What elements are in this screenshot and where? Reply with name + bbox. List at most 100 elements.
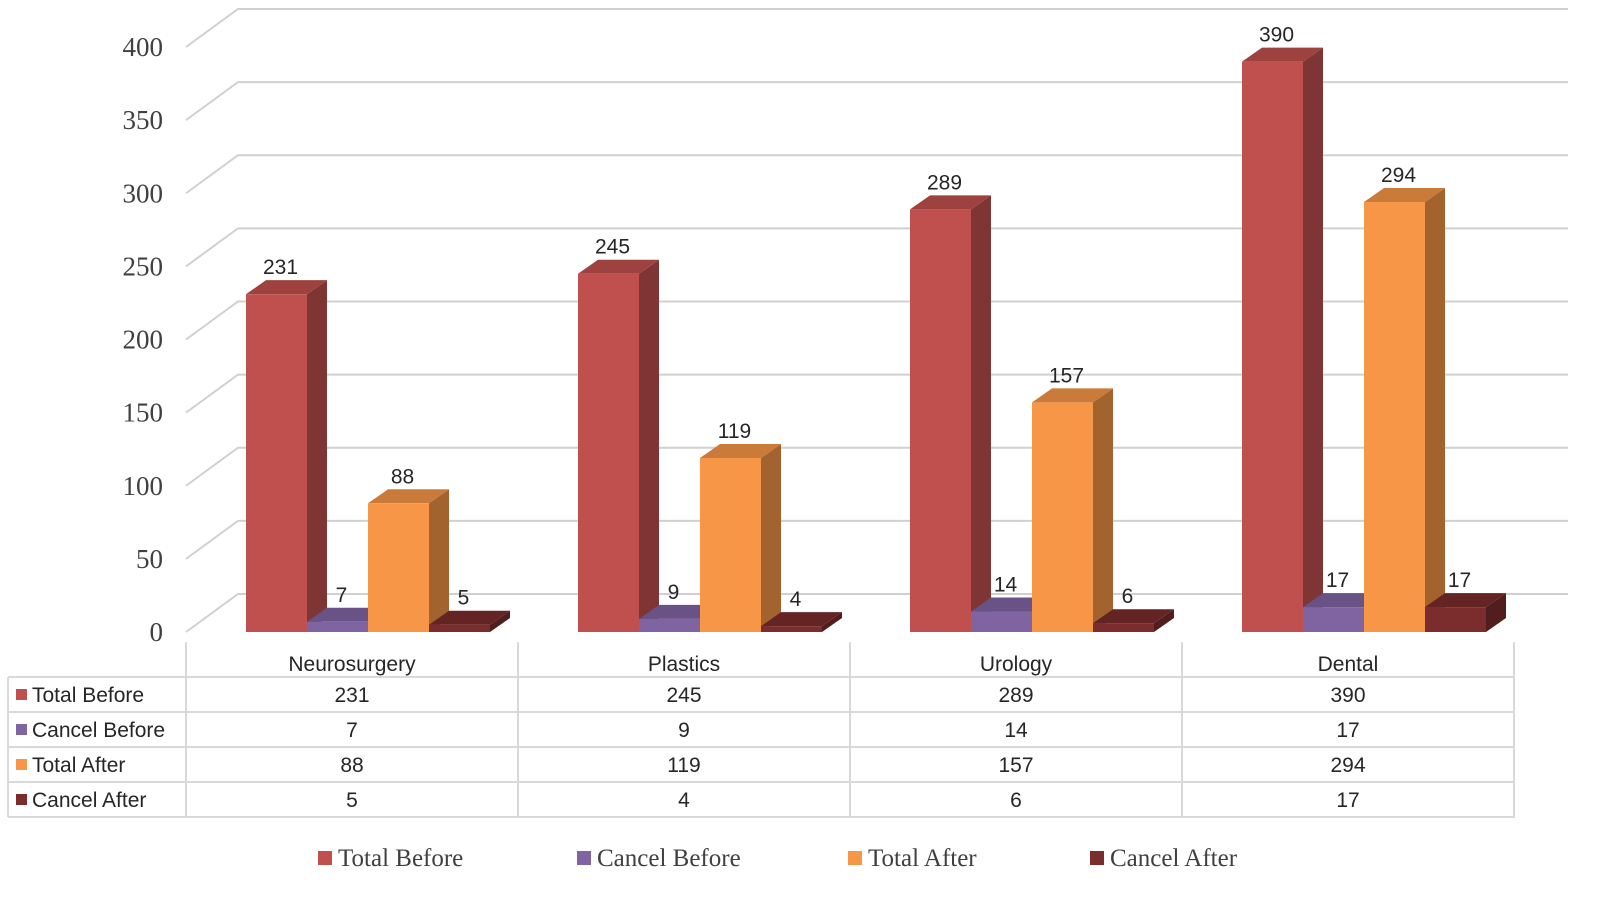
bar bbox=[578, 273, 639, 632]
bar bbox=[1242, 61, 1303, 632]
legend-key bbox=[318, 851, 332, 865]
data-label: 88 bbox=[391, 465, 414, 488]
bar bbox=[971, 611, 1032, 632]
legend-key bbox=[848, 851, 862, 865]
bar bbox=[1303, 607, 1364, 632]
gridline bbox=[185, 446, 1568, 487]
category-label: Urology bbox=[980, 653, 1053, 676]
bar-top bbox=[429, 610, 510, 625]
data-label: 157 bbox=[1049, 364, 1084, 387]
bar-top bbox=[1303, 593, 1384, 608]
legend-label: Cancel Before bbox=[597, 845, 741, 872]
table-cell: 5 bbox=[346, 789, 358, 812]
bar bbox=[700, 457, 761, 632]
y-tick-label: 200 bbox=[123, 325, 164, 355]
y-axis: 0 50 100 150 200 250 300 350 400 bbox=[123, 32, 164, 647]
series-name: Cancel Before bbox=[32, 719, 165, 742]
series-key bbox=[16, 689, 27, 700]
bar-top bbox=[639, 604, 720, 619]
bar-top bbox=[1242, 47, 1323, 62]
data-table: Neurosurgery Plastics Urology Dental Total B… bbox=[7, 642, 1515, 818]
series-key bbox=[16, 794, 27, 805]
bar bbox=[307, 621, 368, 632]
series-key bbox=[16, 759, 27, 770]
bar-top bbox=[307, 607, 388, 622]
bar-top bbox=[1032, 388, 1113, 403]
y-tick-label: 100 bbox=[123, 471, 164, 501]
table-cell: 294 bbox=[1330, 754, 1365, 777]
table-cell: 4 bbox=[678, 789, 690, 812]
category-label: Plastics bbox=[648, 653, 720, 676]
bar-side bbox=[761, 443, 781, 632]
legend-label: Cancel After bbox=[1110, 845, 1238, 872]
table-cell: 7 bbox=[346, 719, 358, 742]
bar-top bbox=[1093, 609, 1174, 624]
gridline bbox=[185, 81, 1568, 121]
data-label: 7 bbox=[336, 584, 348, 607]
y-tick-label: 150 bbox=[123, 398, 164, 428]
bar bbox=[1425, 607, 1486, 632]
data-label: 17 bbox=[1448, 569, 1471, 592]
bar-top bbox=[1425, 593, 1506, 608]
table-cell: 17 bbox=[1336, 719, 1359, 742]
bar-side bbox=[307, 280, 327, 632]
data-label: 231 bbox=[263, 256, 298, 279]
bar-top bbox=[910, 195, 991, 210]
y-tick-label: 400 bbox=[123, 32, 164, 62]
bar-side bbox=[1425, 188, 1445, 632]
bar bbox=[639, 618, 700, 632]
bar bbox=[910, 209, 971, 632]
gridline bbox=[185, 519, 1568, 560]
data-label: 289 bbox=[927, 171, 962, 194]
table-cell: 9 bbox=[678, 719, 690, 742]
data-label: 17 bbox=[1326, 569, 1349, 592]
series-name: Total After bbox=[32, 754, 125, 777]
bar-side bbox=[1486, 593, 1506, 632]
bar bbox=[368, 503, 429, 632]
bar-side bbox=[429, 489, 449, 632]
bar bbox=[1364, 202, 1425, 632]
y-tick-label: 300 bbox=[123, 178, 164, 208]
gridline bbox=[185, 593, 1568, 633]
gridlines bbox=[185, 8, 1568, 633]
legend-key bbox=[577, 851, 591, 865]
gridline bbox=[185, 8, 1568, 48]
category-label: Neurosurgery bbox=[288, 653, 416, 676]
data-label: 119 bbox=[718, 420, 751, 443]
table-cell: 88 bbox=[340, 754, 363, 777]
bar bbox=[246, 294, 307, 632]
data-labels: 231 7 88 5 245 9 119 4 289 14 157 6 390 17 294 17 bbox=[263, 24, 1471, 612]
data-label: 5 bbox=[458, 587, 470, 610]
bar bbox=[1093, 623, 1154, 632]
bars bbox=[246, 47, 1506, 632]
data-label: 9 bbox=[668, 581, 680, 604]
data-label: 390 bbox=[1259, 24, 1294, 47]
table-cell: 245 bbox=[666, 684, 701, 707]
legend-key bbox=[1090, 851, 1104, 865]
bar bbox=[429, 624, 490, 632]
bar-side bbox=[971, 195, 991, 632]
gridline bbox=[185, 227, 1568, 268]
bar-top bbox=[578, 259, 659, 274]
bar-top bbox=[246, 280, 327, 295]
bar-side bbox=[1154, 609, 1174, 632]
y-tick-label: 250 bbox=[123, 251, 164, 281]
legend-label: Total After bbox=[868, 845, 977, 872]
series-name: Total Before bbox=[32, 684, 144, 707]
bar-side bbox=[822, 612, 842, 632]
gridline bbox=[185, 373, 1568, 414]
series-name: Cancel After bbox=[32, 789, 146, 812]
data-label: 4 bbox=[790, 588, 802, 611]
bar-top bbox=[761, 612, 842, 627]
bar bbox=[761, 626, 822, 632]
data-label: 6 bbox=[1122, 585, 1134, 608]
category-label: Dental bbox=[1318, 653, 1379, 676]
gridline bbox=[185, 154, 1568, 195]
bar-side bbox=[1303, 47, 1323, 632]
legend: Total Before Cancel Before Total After Canc… bbox=[318, 845, 1238, 872]
table-cell: 289 bbox=[998, 684, 1033, 707]
bar-top bbox=[368, 489, 449, 504]
series-key bbox=[16, 724, 27, 735]
table-cell: 157 bbox=[998, 754, 1033, 777]
